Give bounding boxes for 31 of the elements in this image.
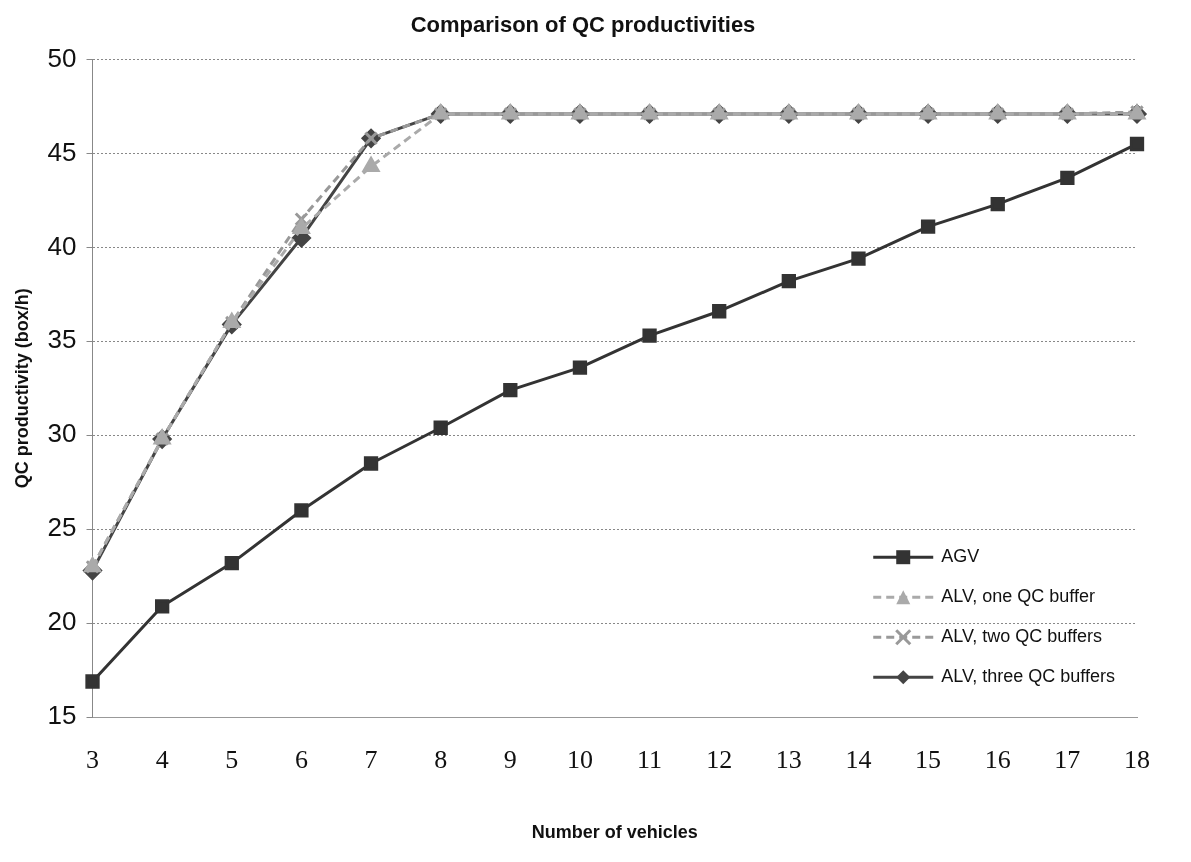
x-tick-label: 13 [775, 744, 802, 774]
x-tick-label: 8 [434, 744, 448, 774]
x-tick-label: 5 [225, 744, 239, 774]
x-tick-label: 3 [86, 744, 100, 774]
legend-label: ALV, three QC buffers [941, 666, 1116, 687]
x-tick-label: 4 [155, 744, 169, 774]
x-tick-label: 7 [364, 744, 378, 774]
y-tick-label: 30 [47, 418, 77, 449]
x-tick-label: 12 [706, 744, 733, 774]
x-tick-label: 15 [915, 744, 942, 774]
x-tick-label: 6 [294, 744, 308, 774]
y-tick-label: 20 [47, 606, 77, 637]
x-tick-label: 14 [845, 744, 872, 774]
legend-label: ALV, one QC buffer [941, 586, 1096, 607]
y-tick-label: 40 [47, 230, 77, 261]
x-tick-label: 17 [1054, 744, 1081, 774]
y-tick-label: 45 [47, 136, 77, 167]
y-tick-label: 25 [47, 512, 77, 543]
x-tick-label: 18 [1124, 744, 1150, 774]
x-tick-label: 9 [503, 744, 517, 774]
y-tick-label: 15 [47, 700, 77, 731]
y-tick-label: 50 [47, 42, 77, 73]
x-tick-label: 16 [984, 744, 1011, 774]
chart-title: Comparison of QC productivities [410, 12, 756, 38]
legend-label: AGV [941, 546, 980, 567]
x-tick-label: 11 [637, 744, 663, 774]
x-tick-label: 10 [566, 744, 593, 774]
y-axis-title: QC productivity (box/h) [11, 288, 32, 489]
y-tick-label: 35 [47, 324, 77, 355]
legend-label: ALV, two QC buffers [941, 626, 1102, 647]
x-axis-title: Number of vehicles [531, 822, 698, 843]
